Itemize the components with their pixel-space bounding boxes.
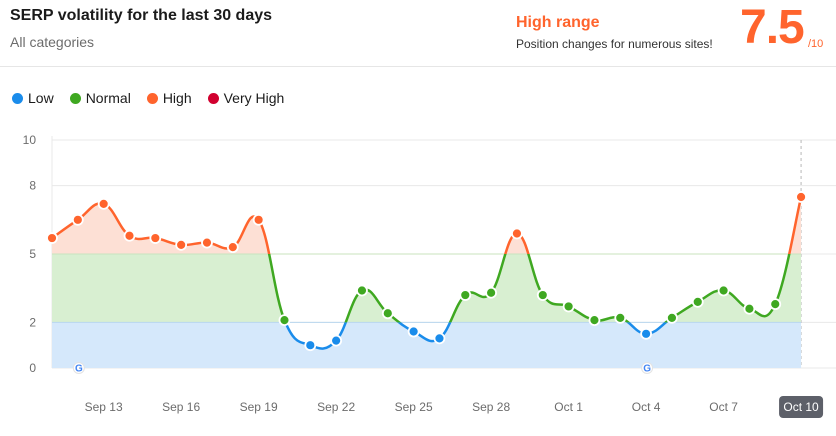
legend-label-very-high: Very High	[223, 90, 285, 106]
data-point[interactable]	[614, 311, 627, 324]
volatility-score: 7.5	[740, 1, 805, 54]
data-point[interactable]	[769, 298, 782, 311]
data-point[interactable]	[588, 314, 601, 327]
google-update-icon[interactable]: G	[641, 362, 654, 375]
x-tick-label: Sep 28	[472, 400, 510, 414]
data-point[interactable]	[97, 197, 110, 210]
y-tick-label: 8	[29, 179, 36, 193]
y-tick-label: 0	[29, 361, 36, 375]
page-title: SERP volatility for the last 30 days	[10, 7, 273, 24]
chart-legend: Low Normal High Very High	[12, 90, 284, 106]
data-point[interactable]	[743, 302, 756, 315]
data-point[interactable]	[536, 289, 549, 301]
x-tick-label: Sep 16	[162, 400, 200, 414]
data-point[interactable]	[691, 295, 704, 308]
range-description: Position changes for numerous sites!	[516, 37, 713, 51]
x-tick-label: Sep 25	[395, 400, 433, 414]
legend-label-low: Low	[28, 90, 54, 106]
x-tick-label: Oct 7	[709, 400, 738, 414]
legend-dot-low	[12, 92, 23, 104]
legend-dot-high	[146, 92, 158, 104]
range-title: High range	[516, 14, 600, 31]
data-point[interactable]	[356, 284, 368, 297]
data-point[interactable]	[485, 286, 498, 299]
data-point[interactable]	[640, 327, 652, 340]
data-point[interactable]	[562, 300, 575, 313]
x-tick-label: Sep 19	[240, 400, 278, 414]
x-tick-label: Oct 1	[554, 400, 583, 414]
data-point[interactable]	[201, 236, 213, 249]
band-area-low	[52, 322, 802, 368]
y-tick-label: 5	[29, 247, 36, 261]
data-point[interactable]	[71, 213, 84, 226]
data-point[interactable]	[278, 314, 291, 327]
band-area-high	[52, 197, 802, 255]
score-denominator: /10	[808, 38, 824, 50]
data-point[interactable]	[717, 284, 730, 297]
data-point[interactable]	[226, 241, 239, 254]
legend-label-normal: Normal	[85, 90, 131, 106]
google-update-icon[interactable]: G	[72, 362, 85, 375]
data-point[interactable]	[304, 339, 317, 352]
x-tick-label: Sep 13	[85, 400, 123, 414]
data-point[interactable]	[46, 232, 58, 244]
data-point[interactable]	[795, 191, 807, 203]
data-point[interactable]	[330, 334, 343, 347]
y-tick-label: 10	[23, 133, 37, 147]
y-tick-label: 2	[29, 315, 36, 329]
category-label[interactable]: All categories	[10, 34, 95, 50]
legend-item-high[interactable]: High	[146, 90, 192, 106]
series-line-normal	[267, 254, 791, 323]
svg-text:G: G	[643, 364, 651, 375]
data-point[interactable]	[407, 325, 420, 338]
legend-label-high: High	[162, 90, 192, 106]
x-tick-label: Oct 4	[632, 400, 661, 414]
svg-text:G: G	[75, 364, 83, 375]
data-point[interactable]	[666, 311, 678, 324]
legend-dot-very-high	[207, 92, 219, 104]
data-point[interactable]	[459, 289, 472, 301]
legend-item-normal[interactable]: Normal	[69, 90, 131, 106]
header-divider	[0, 66, 836, 67]
legend-dot-normal	[69, 92, 81, 104]
legend-item-very-high[interactable]: Very High	[207, 90, 285, 106]
data-point[interactable]	[123, 229, 136, 242]
x-tick-label: Oct 10	[783, 400, 819, 414]
x-tick-highlight[interactable]: Oct 10	[779, 396, 824, 418]
band-area-normal	[52, 254, 802, 323]
data-point[interactable]	[252, 213, 265, 226]
data-point[interactable]	[511, 227, 523, 240]
data-point[interactable]	[149, 232, 162, 244]
data-point[interactable]	[433, 332, 446, 345]
data-point[interactable]	[381, 307, 394, 320]
data-point[interactable]	[175, 238, 188, 251]
legend-item-low[interactable]: Low	[12, 90, 54, 106]
series-line-low	[284, 322, 668, 350]
x-tick-label: Sep 22	[317, 400, 355, 414]
